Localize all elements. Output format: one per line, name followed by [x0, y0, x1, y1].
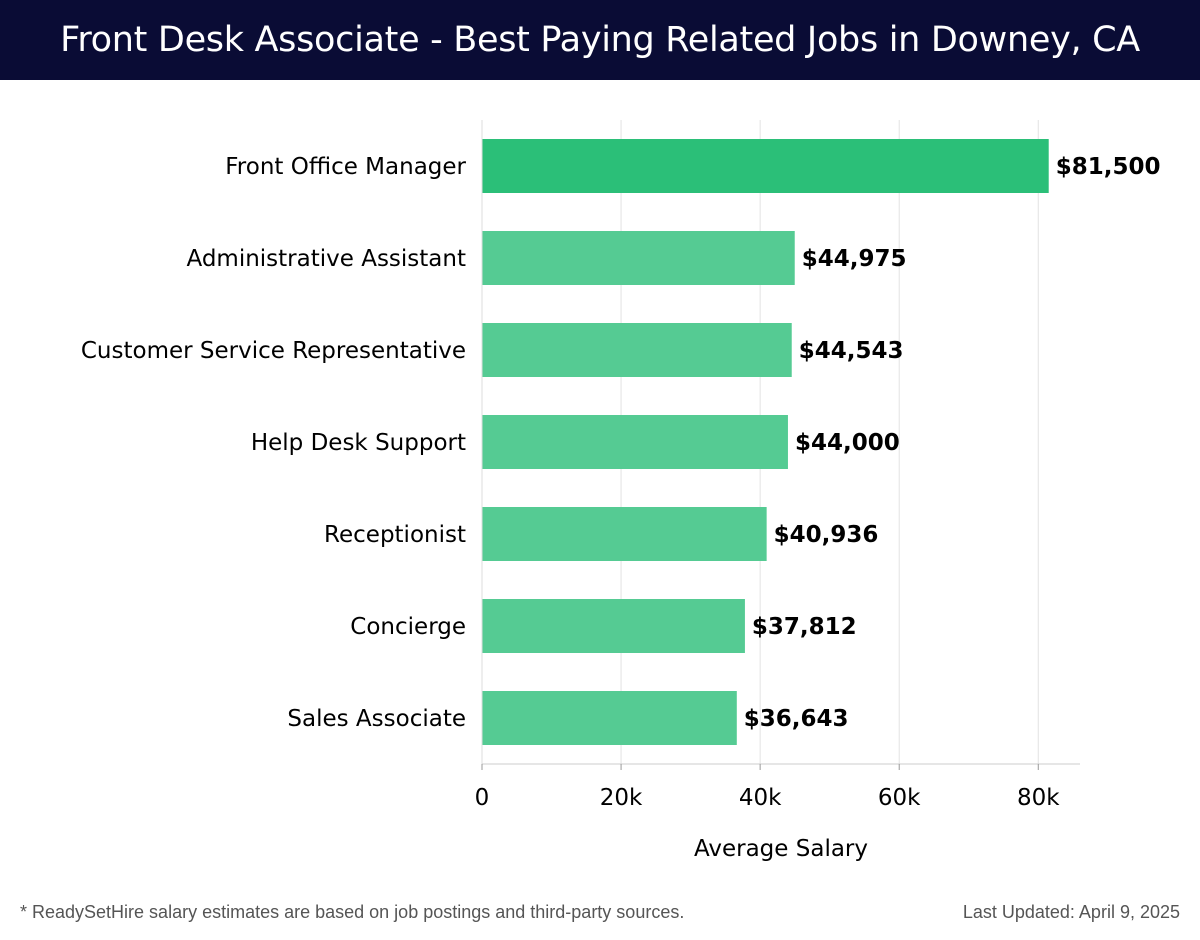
- footnote: * ReadySetHire salary estimates are base…: [20, 902, 685, 922]
- category-label: Customer Service Representative: [81, 338, 466, 364]
- bar-2: [482, 323, 792, 377]
- category-label: Administrative Assistant: [186, 246, 466, 272]
- x-tick-label: 0: [475, 785, 490, 811]
- page-title: Front Desk Associate - Best Paying Relat…: [60, 20, 1140, 60]
- x-tick-label: 60k: [878, 785, 921, 811]
- x-tick-label: 20k: [600, 785, 643, 811]
- value-label: $44,975: [802, 246, 907, 272]
- x-axis-title: Average Salary: [694, 836, 868, 862]
- x-tick-label: 80k: [1017, 785, 1060, 811]
- bar-6: [482, 691, 737, 745]
- header-bar: Front Desk Associate - Best Paying Relat…: [0, 0, 1200, 80]
- bar-5: [482, 599, 745, 653]
- bar-0: [482, 139, 1049, 193]
- category-label: Receptionist: [324, 522, 466, 548]
- bar-3: [482, 415, 788, 469]
- bar-1: [482, 231, 795, 285]
- bar-4: [482, 507, 767, 561]
- last-updated: Last Updated: April 9, 2025: [962, 902, 1180, 922]
- value-label: $44,543: [799, 338, 904, 364]
- category-label: Help Desk Support: [251, 430, 466, 456]
- value-label: $37,812: [752, 614, 857, 640]
- value-label: $44,000: [795, 430, 900, 456]
- value-label: $81,500: [1056, 154, 1161, 180]
- x-axis: 0 20k 40k 60k 80k: [475, 120, 1080, 811]
- bars: Front Office Manager $81,500 Administrativ…: [81, 139, 1161, 745]
- category-label: Concierge: [350, 614, 466, 640]
- x-tick-label: 40k: [739, 785, 782, 811]
- salary-bar-chart: Front Office Manager $81,500 Administrativ…: [81, 120, 1161, 862]
- category-label: Sales Associate: [287, 706, 466, 732]
- value-label: $36,643: [744, 706, 849, 732]
- category-label: Front Office Manager: [225, 154, 466, 180]
- value-label: $40,936: [774, 522, 879, 548]
